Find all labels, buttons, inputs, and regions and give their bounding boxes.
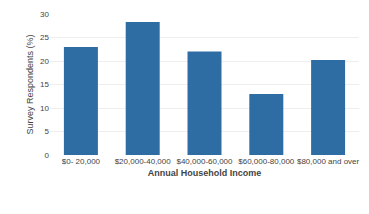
svg-text:15: 15 xyxy=(40,80,49,89)
svg-text:Annual Household Income: Annual Household Income xyxy=(148,168,262,178)
svg-text:$60,000-80,000: $60,000-80,000 xyxy=(238,157,295,166)
svg-text:30: 30 xyxy=(40,10,49,19)
svg-text:20: 20 xyxy=(40,57,49,66)
svg-text:0: 0 xyxy=(45,151,50,160)
svg-text:$0- 20,000: $0- 20,000 xyxy=(62,157,101,166)
svg-text:25: 25 xyxy=(40,33,49,42)
svg-text:$20,000-40,000: $20,000-40,000 xyxy=(115,157,172,166)
svg-text:$40,000-60,000: $40,000-60,000 xyxy=(176,157,233,166)
svg-text:5: 5 xyxy=(45,127,50,136)
svg-text:10: 10 xyxy=(40,104,49,113)
svg-text:Survey Respondents (%): Survey Respondents (%) xyxy=(25,34,35,134)
svg-text:$80,000 and over: $80,000 and over xyxy=(297,157,360,166)
